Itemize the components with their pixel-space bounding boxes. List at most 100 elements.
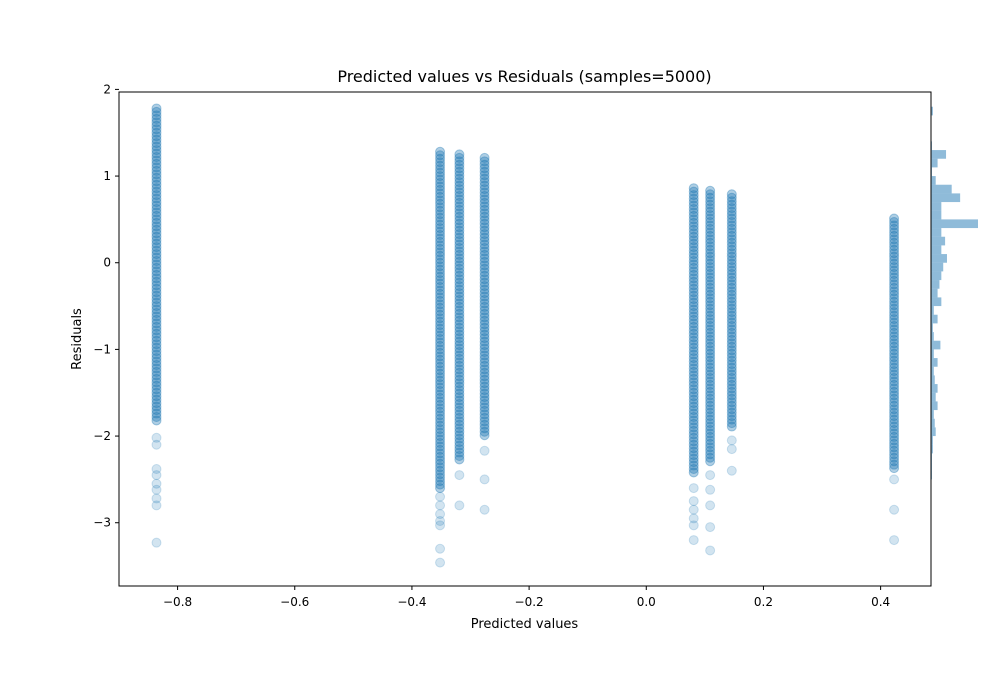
scatter-point xyxy=(889,418,900,429)
scatter-point xyxy=(454,260,465,271)
histogram-bar xyxy=(931,202,942,211)
scatter-point xyxy=(889,327,900,338)
scatter-point xyxy=(705,248,716,259)
scatter-point xyxy=(151,394,162,405)
scatter-point xyxy=(435,268,446,279)
scatter-point xyxy=(889,386,900,397)
scatter-point xyxy=(435,337,446,348)
scatter-point xyxy=(151,249,162,260)
scatter-point xyxy=(705,262,716,273)
scatter-point xyxy=(479,218,490,229)
scatter-point xyxy=(705,373,716,383)
scatter-point xyxy=(435,382,446,393)
scatter-point xyxy=(454,371,465,382)
scatter-point xyxy=(454,187,465,198)
scatter-point xyxy=(726,393,737,404)
scatter-point xyxy=(889,383,900,394)
scatter-point xyxy=(688,210,699,221)
scatter-point xyxy=(151,269,162,280)
scatter-point xyxy=(454,433,465,444)
scatter-point xyxy=(479,371,490,382)
scatter-point xyxy=(889,251,900,262)
histogram-bar xyxy=(931,106,933,116)
scatter-point xyxy=(688,200,699,211)
scatter-point xyxy=(705,251,716,262)
scatter-point xyxy=(454,236,465,247)
scatter-point xyxy=(479,204,490,215)
scatter-point xyxy=(705,310,716,321)
scatter-point xyxy=(479,423,490,434)
scatter-point xyxy=(688,335,699,346)
scatter-point xyxy=(705,522,716,533)
scatter-point xyxy=(688,256,699,266)
scatter-point xyxy=(479,274,490,285)
scatter-point xyxy=(435,230,446,240)
scatter-point xyxy=(889,331,900,342)
scatter-point xyxy=(479,263,490,274)
scatter-point xyxy=(479,180,490,191)
scatter-point xyxy=(705,449,716,460)
scatter-point xyxy=(435,243,446,254)
scatter-point xyxy=(726,352,737,363)
scatter-point xyxy=(688,377,699,388)
scatter-point xyxy=(705,327,716,338)
scatter-point xyxy=(726,355,737,366)
scatter-point xyxy=(479,392,490,403)
scatter-point xyxy=(435,171,446,182)
scatter-point xyxy=(726,407,737,418)
scatter-point xyxy=(435,344,446,355)
scatter-point xyxy=(688,328,699,339)
scatter-point xyxy=(889,435,900,446)
scatter-point xyxy=(479,385,490,396)
scatter-point xyxy=(151,276,162,287)
scatter-point xyxy=(454,274,465,285)
scatter-point xyxy=(889,307,900,318)
scatter-point xyxy=(705,269,716,279)
scatter-point xyxy=(151,380,162,391)
scatter-point xyxy=(726,220,737,231)
scatter-point xyxy=(479,281,490,292)
scatter-point xyxy=(889,414,900,425)
scatter-point xyxy=(435,323,446,334)
scatter-point xyxy=(688,242,699,253)
scatter-point xyxy=(454,402,465,413)
scatter-point xyxy=(688,283,699,294)
scatter-point xyxy=(151,408,162,419)
scatter-point xyxy=(151,339,162,350)
scatter-point xyxy=(688,443,699,454)
scatter-point xyxy=(435,413,446,424)
scatter-point xyxy=(705,369,716,380)
scatter-point xyxy=(479,159,490,170)
scatter-point xyxy=(435,216,446,227)
scatter-point xyxy=(726,317,737,328)
scatter-point xyxy=(454,319,465,330)
scatter-point xyxy=(688,269,699,280)
scatter-point xyxy=(705,230,716,241)
scatter-point xyxy=(726,379,737,390)
scatter-point xyxy=(151,273,162,284)
scatter-point xyxy=(435,476,446,487)
scatter-point xyxy=(688,464,699,474)
scatter-point xyxy=(479,229,490,240)
scatter-point xyxy=(705,241,716,252)
scatter-point xyxy=(705,258,716,269)
scatter-point xyxy=(688,200,699,211)
scatter-point xyxy=(454,426,465,437)
scatter-point xyxy=(479,409,490,420)
scatter-point xyxy=(688,398,699,409)
scatter-point xyxy=(454,399,465,409)
scatter-point xyxy=(151,249,162,260)
scatter-point xyxy=(454,163,465,174)
scatter-point xyxy=(454,447,465,458)
scatter-point xyxy=(435,427,446,438)
scatter-point xyxy=(454,263,465,274)
scatter-point xyxy=(889,310,900,321)
scatter-point xyxy=(435,386,446,396)
scatter-point xyxy=(151,141,162,152)
scatter-point xyxy=(705,289,716,300)
scatter-point xyxy=(726,307,737,318)
scatter-point xyxy=(705,345,716,356)
scatter-point xyxy=(479,343,490,354)
scatter-point xyxy=(479,312,490,323)
scatter-point xyxy=(889,317,900,328)
